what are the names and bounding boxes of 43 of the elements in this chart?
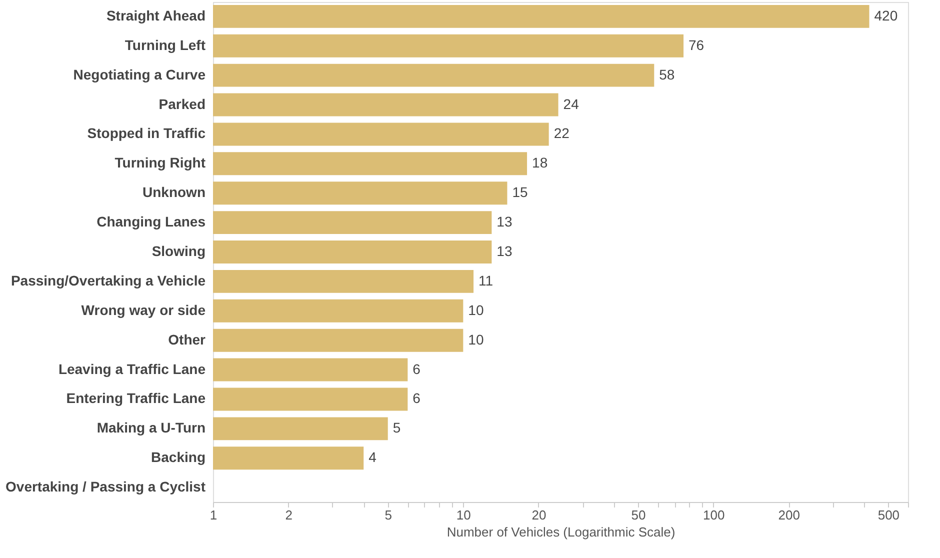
data-label: 15 bbox=[512, 184, 528, 200]
data-label: 10 bbox=[468, 302, 484, 318]
x-axis-title: Number of Vehicles (Logarithmic Scale) bbox=[446, 524, 676, 540]
y-tick-label: Wrong way or side bbox=[81, 302, 206, 318]
data-label: 11 bbox=[478, 272, 494, 288]
x-tick-label: 2 bbox=[285, 508, 292, 522]
y-tick-label: Parked bbox=[158, 96, 206, 112]
y-tick-label: Changing Lanes bbox=[96, 214, 206, 230]
data-label: 5 bbox=[392, 420, 401, 436]
data-label: 6 bbox=[412, 360, 421, 377]
y-tick-label: Straight Ahead bbox=[106, 7, 206, 24]
data-label: 6 bbox=[412, 390, 421, 406]
y-tick-label: Other bbox=[168, 331, 206, 348]
data-label: 58 bbox=[659, 66, 675, 82]
x-tick-label: 10 bbox=[456, 508, 471, 522]
x-tick-label: 50 bbox=[631, 508, 646, 522]
y-tick-label: Overtaking / Passing a Cyclist bbox=[6, 478, 206, 495]
data-label: 13 bbox=[496, 243, 512, 259]
y-tick-label: Backing bbox=[151, 449, 206, 466]
x-tick-label: 20 bbox=[532, 508, 546, 522]
data-label: 4 bbox=[368, 449, 377, 466]
data-label: 24 bbox=[563, 96, 580, 112]
y-tick-label: Negotiating a Curve bbox=[73, 66, 206, 82]
data-label: 420 bbox=[874, 7, 898, 24]
y-tick-label: Making a U-Turn bbox=[96, 420, 206, 436]
y-tick-label: Passing/Overtaking a Vehicle bbox=[10, 272, 206, 288]
x-tick-label: 1 bbox=[210, 508, 218, 522]
data-label: 13 bbox=[496, 214, 512, 230]
data-label: 18 bbox=[532, 154, 548, 171]
data-label: 10 bbox=[468, 331, 484, 348]
x-tick-label: 5 bbox=[384, 508, 392, 522]
data-label: 22 bbox=[554, 125, 570, 142]
y-tick-label: Leaving a Traffic Lane bbox=[58, 360, 206, 377]
y-tick-label: Stopped in Traffic bbox=[87, 125, 206, 142]
y-tick-label: Entering Traffic Lane bbox=[66, 390, 206, 406]
y-tick-label: Unknown bbox=[142, 184, 206, 200]
x-tick-label: 200 bbox=[778, 508, 800, 522]
x-tick-label: 100 bbox=[702, 508, 725, 522]
x-tick-label: 500 bbox=[878, 508, 900, 522]
y-tick-label: Slowing bbox=[152, 243, 206, 259]
y-tick-label: Turning Right bbox=[114, 154, 206, 171]
y-tick-label: Turning Left bbox=[124, 36, 206, 53]
data-label: 76 bbox=[688, 36, 704, 53]
